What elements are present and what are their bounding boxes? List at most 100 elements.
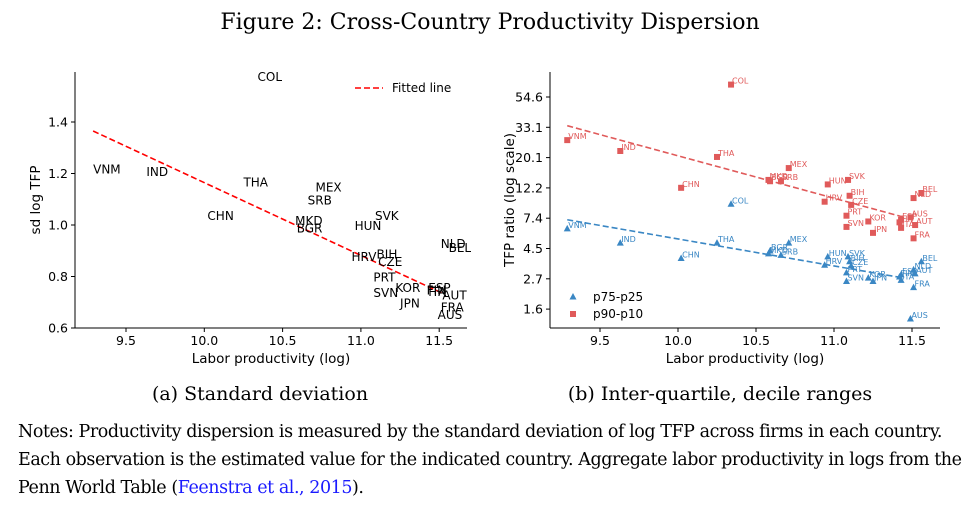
marker-p75-p25-mkd <box>764 249 772 257</box>
point-label-p75-p25-bih: BIH <box>851 254 865 263</box>
figure-title: Figure 2: Cross-Country Productivity Dis… <box>220 10 760 35</box>
y-tick-label: 1.2 <box>48 166 68 181</box>
marker-p90-p10-srb <box>777 178 784 185</box>
point-label-p90-p10-svn: SVN <box>847 219 864 228</box>
marker-p90-p10-bel <box>918 189 925 196</box>
marker-p75-p25-svn <box>842 277 850 284</box>
point-label-p75-p25-svn: SVN <box>847 273 864 282</box>
marker-p90-p10-mex <box>785 165 792 172</box>
point-label-p75-p25-nld: NLD <box>915 262 932 271</box>
point-label-p90-p10-bih: BIH <box>851 188 865 197</box>
x-tick-label: 11.5 <box>425 333 453 348</box>
marker-p90-p10-chn <box>678 184 685 191</box>
marker-p90-p10-fin <box>896 219 903 226</box>
point-label-p75-p25-bel: BEL <box>922 254 938 263</box>
point-label-srb: SRB <box>308 193 332 207</box>
marker-p75-p25-hrv <box>821 261 829 268</box>
marker-p75-p25-nld <box>910 265 918 273</box>
point-label-jpn: JPN <box>399 296 420 310</box>
y-tick-label: 7.4 <box>523 211 543 226</box>
point-label-p90-p10-svk: SVK <box>849 172 866 181</box>
point-label-hrv: HRV <box>352 250 378 264</box>
x-axis-label: Labor productivity (log) <box>192 351 351 367</box>
point-label-p75-p25-chn: CHN <box>682 250 700 259</box>
marker-p90-p10-svk <box>845 176 852 183</box>
point-label-p75-p25-hun: HUN <box>829 249 847 258</box>
marker-p90-p10-prt <box>843 212 850 219</box>
point-label-p90-p10-tha: THA <box>717 149 735 158</box>
y-tick-label: 1.4 <box>48 115 68 130</box>
marker-p75-p25-vnm <box>563 224 571 232</box>
point-label-p75-p25-svk: SVK <box>849 249 866 258</box>
y-axis-label: TFP ratio (log scale) <box>502 133 518 268</box>
marker-p75-p25-srb <box>777 251 785 258</box>
y-tick-label: 2.7 <box>523 271 543 286</box>
y-tick-label: 12.2 <box>515 180 543 195</box>
marker-p75-p25-tha <box>713 239 721 246</box>
marker-p75-p25-aut <box>911 269 919 277</box>
point-label-p75-p25-ita: ITA <box>902 272 915 281</box>
marker-p75-p25-fra <box>910 283 918 291</box>
subcaption-a: (a) Standard deviation <box>151 383 369 405</box>
marker-p75-p25-aus <box>906 315 914 322</box>
point-label-p75-p25-hrv: HRV <box>826 257 843 266</box>
citation-link[interactable]: Feenstra et al., 2015 <box>177 478 353 498</box>
marker-p75-p25-ind <box>616 239 624 246</box>
point-label-p75-p25-tha: THA <box>717 235 735 244</box>
y-tick-label: 33.1 <box>515 120 543 135</box>
point-label-p90-p10-vnm: VNM <box>568 132 586 141</box>
marker-p75-p25-chn <box>677 254 685 261</box>
marker-p90-p10-aus <box>907 214 914 221</box>
point-label-p90-p10-aut: AUT <box>916 217 932 226</box>
point-label-p75-p25-bgr: BGR <box>771 243 789 252</box>
point-label-p75-p25-prt: PRT <box>847 265 862 274</box>
y-tick-label: 1.0 <box>48 218 68 233</box>
point-label-p90-p10-chn: CHN <box>682 180 700 189</box>
point-label-chn: CHN <box>207 209 233 223</box>
point-label-vnm: VNM <box>93 163 121 177</box>
y-tick-label: 4.5 <box>523 241 543 256</box>
point-label-p90-p10-mkd: MKD <box>769 172 787 181</box>
x-tick-label: 10.0 <box>664 333 692 348</box>
notes-text: Notes: Productivity dispersion is measur… <box>18 422 962 498</box>
marker-p90-p10-hrv <box>821 198 828 205</box>
marker-p90-p10-hun <box>824 181 831 188</box>
point-label-ita: ITA <box>428 285 447 299</box>
point-label-p90-p10-hun: HUN <box>829 176 847 185</box>
point-label-p75-p25-fra: FRA <box>915 280 931 289</box>
x-tick-label: 11.5 <box>898 333 926 348</box>
point-label-p75-p25-aus: AUS <box>911 311 927 320</box>
point-label-kor: KOR <box>395 281 420 295</box>
point-label-mex: MEX <box>315 181 341 195</box>
marker-p90-p10-svn <box>843 223 850 230</box>
legend-label-p75-p25: p75-p25 <box>593 290 643 304</box>
point-label-p90-p10-bgr: BGR <box>771 173 789 182</box>
marker-p75-p25-hun <box>824 252 832 260</box>
point-label-svk: SVK <box>375 209 400 223</box>
point-label-p90-p10-fra: FRA <box>915 230 931 239</box>
marker-p90-p10-jpn <box>870 229 876 236</box>
x-tick-label: 10.5 <box>742 333 770 348</box>
legend-square-icon <box>570 311 576 317</box>
point-label-fra: FRA <box>441 300 465 314</box>
legend-triangle-icon <box>569 293 577 300</box>
y-tick-label: 20.1 <box>515 150 543 165</box>
marker-p75-p25-ita <box>897 276 905 283</box>
point-label-p75-p25-mex: MEX <box>790 235 808 244</box>
point-label-svn: SVN <box>373 286 398 300</box>
marker-p75-p25-col <box>727 200 735 207</box>
point-label-p90-p10-bel: BEL <box>922 185 938 194</box>
marker-p90-p10-aut <box>912 222 919 229</box>
marker-p90-p10-tha <box>714 153 720 160</box>
point-label-ind: IND <box>146 165 168 179</box>
marker-p90-p10-col <box>728 81 735 88</box>
point-label-col: COL <box>258 70 283 84</box>
x-tick-label: 10.0 <box>190 333 218 348</box>
marker-p90-p10-kor <box>865 218 872 225</box>
point-label-p90-p10-srb: SRB <box>782 173 798 182</box>
marker-p90-p10-ind <box>617 147 624 154</box>
point-label-aut: AUT <box>442 289 467 303</box>
point-label-esp: ESP <box>428 281 450 295</box>
point-label-cze: CZE <box>378 255 402 269</box>
point-label-p75-p25-ind: IND <box>621 235 636 244</box>
